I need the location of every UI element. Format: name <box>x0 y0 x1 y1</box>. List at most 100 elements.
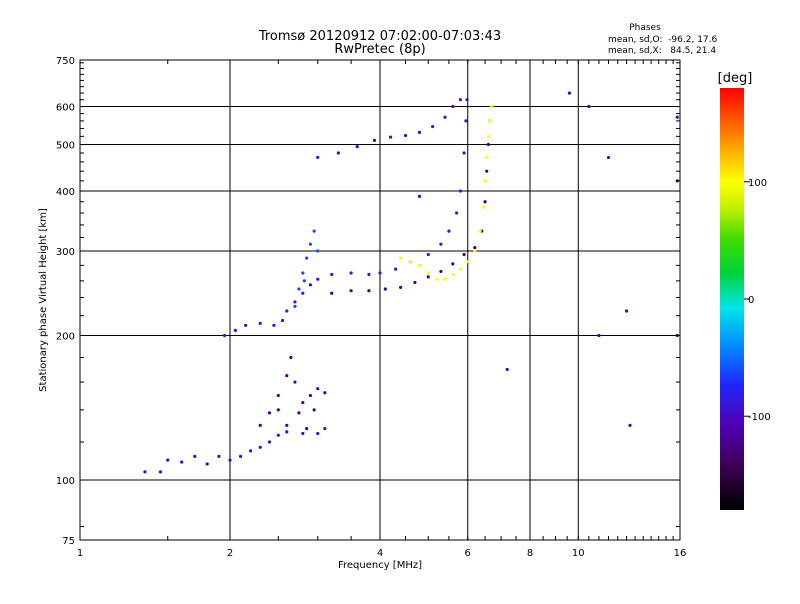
y-tick-label: 75 <box>62 536 75 547</box>
data-point <box>258 423 262 427</box>
data-point <box>312 408 316 412</box>
data-point <box>505 367 509 372</box>
colorbar <box>720 88 744 510</box>
data-point <box>312 229 316 233</box>
data-point <box>193 454 197 459</box>
x-tick-label: 8 <box>527 548 533 559</box>
data-point <box>305 426 309 431</box>
data-point <box>316 387 320 391</box>
data-point <box>394 267 398 271</box>
data-point <box>244 323 248 327</box>
colorbar-tick-label: -100 <box>748 412 771 423</box>
data-point <box>597 333 601 338</box>
x-tick-label: 2 <box>227 548 233 559</box>
data-point <box>435 277 439 281</box>
data-point <box>462 252 466 257</box>
data-point <box>305 256 309 260</box>
data-point <box>143 470 147 474</box>
data-point <box>217 454 221 459</box>
y-tick-labels: 75 100 200 300 400 500 600 750 <box>56 56 75 547</box>
data-point <box>464 119 468 123</box>
data-point <box>451 272 455 277</box>
data-point <box>478 229 482 233</box>
data-point <box>308 283 313 287</box>
x-tick-label: 6 <box>465 548 471 559</box>
data-point <box>301 271 305 275</box>
data-point <box>330 272 334 277</box>
data-point <box>285 423 289 427</box>
data-point <box>399 256 403 260</box>
data-point <box>158 470 163 474</box>
data-point <box>426 252 430 257</box>
data-point <box>301 400 305 405</box>
data-point <box>430 124 435 129</box>
x-tick-label: 1 <box>77 548 83 559</box>
phase-stats-heading: Phases <box>629 23 661 33</box>
data-point <box>466 260 470 264</box>
data-point <box>222 333 227 338</box>
data-point <box>297 411 301 415</box>
data-point <box>606 155 611 160</box>
data-point <box>285 309 289 313</box>
colorbar-tick-label: 100 <box>748 178 767 189</box>
data-point <box>485 155 489 160</box>
data-point <box>403 133 408 138</box>
data-point <box>228 458 232 462</box>
data-point <box>297 287 301 291</box>
data-point <box>289 355 293 360</box>
y-axis-label: Stationary phase Virtual Height [km] <box>38 208 49 392</box>
data-point <box>355 145 359 149</box>
data-point <box>458 98 463 102</box>
y-tick-label: 300 <box>56 247 75 258</box>
data-point <box>483 179 487 183</box>
colorbar-tick-label: 0 <box>748 295 754 306</box>
data-point <box>233 328 237 332</box>
data-point <box>426 275 430 279</box>
x-tick-label: 4 <box>377 548 383 559</box>
data-point <box>349 289 353 293</box>
data-point <box>267 440 272 444</box>
data-point <box>388 135 393 139</box>
data-point <box>316 277 320 281</box>
y-tick-label: 400 <box>56 187 75 198</box>
chart-subtitle: RwPretec (8p) <box>334 42 425 57</box>
data-point <box>267 411 272 415</box>
data-points <box>143 91 679 474</box>
data-point <box>180 460 184 464</box>
data-point <box>316 249 320 253</box>
data-point <box>567 91 572 95</box>
y-tick-label: 200 <box>56 332 75 343</box>
data-point <box>628 423 632 427</box>
data-point <box>462 151 466 155</box>
data-point <box>302 279 306 283</box>
data-point <box>439 242 443 246</box>
data-point <box>417 130 422 134</box>
phase-stats-x: mean, sd,X: 84.5, 21.4 <box>608 46 716 56</box>
data-point <box>372 138 377 142</box>
data-point <box>323 426 327 431</box>
data-point <box>330 291 334 295</box>
data-point <box>417 194 422 198</box>
data-point <box>624 309 629 313</box>
data-point <box>486 134 490 138</box>
data-point <box>323 391 327 395</box>
data-point <box>488 119 492 123</box>
data-point <box>293 300 297 304</box>
colorbar-label: [deg] <box>718 71 753 86</box>
colorbar-ticks: 100 0 -100 <box>744 178 771 423</box>
data-point <box>483 200 487 204</box>
data-point <box>587 104 591 109</box>
data-point <box>238 454 243 459</box>
chart-title: Tromsø 20120912 07:02:00-07:03:43 <box>258 29 501 44</box>
data-point <box>293 304 297 309</box>
data-point <box>336 151 340 155</box>
data-point <box>205 462 209 466</box>
data-point <box>258 321 262 325</box>
data-point <box>367 272 371 277</box>
phase-stats-o: mean, sd,O: -96.2, 17.6 <box>608 35 718 45</box>
data-point <box>675 115 679 119</box>
x-axis-label: Frequency [MHz] <box>338 560 422 571</box>
data-point <box>367 289 371 293</box>
data-point <box>417 263 422 267</box>
